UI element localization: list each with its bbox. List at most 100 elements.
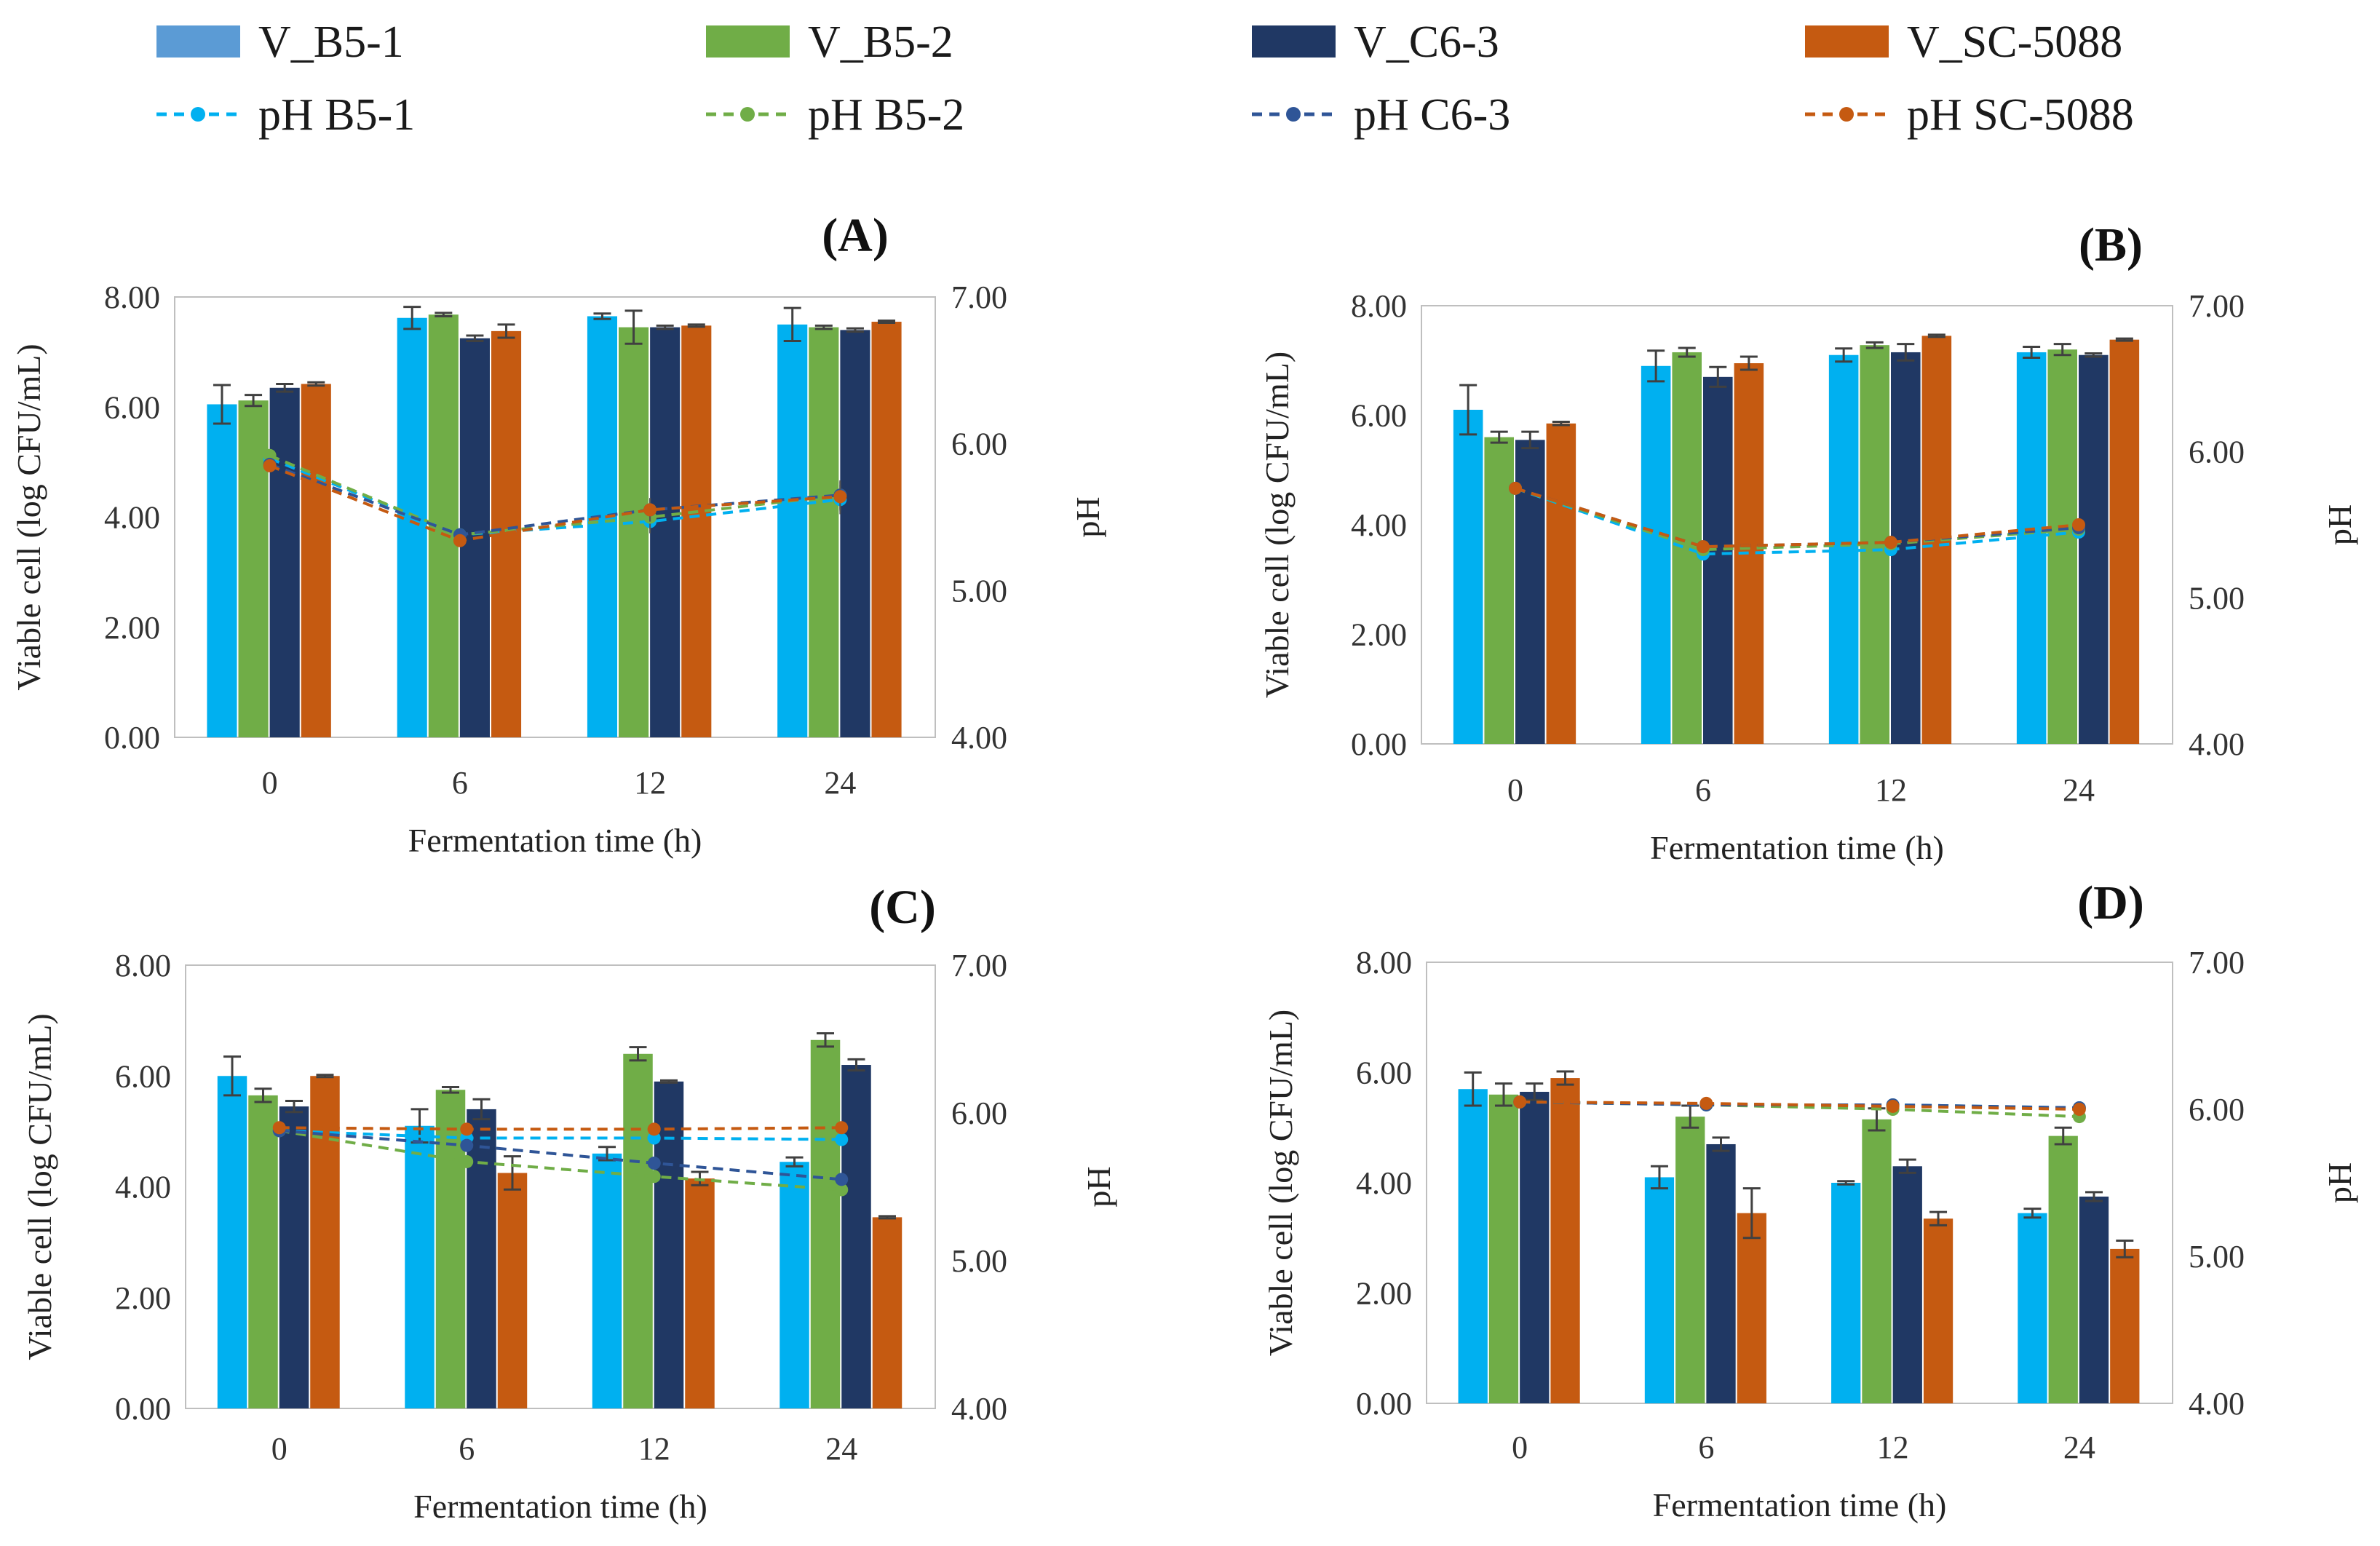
- ph-line: [269, 453, 841, 536]
- bar: [777, 324, 808, 737]
- legend-item-bar: V_SC-5088: [1805, 17, 2122, 67]
- bar: [623, 1053, 653, 1408]
- legend-item-line: pH B5-1: [156, 90, 415, 140]
- x-tick-label: 24: [824, 765, 856, 801]
- ph-point: [2072, 1103, 2086, 1116]
- ph-line: [279, 1129, 842, 1181]
- legend-label: V_C6-3: [1354, 17, 1499, 67]
- legend-label: pH C6-3: [1354, 90, 1510, 140]
- ph-point: [647, 1170, 661, 1184]
- y-tick-label: 6.00: [104, 389, 160, 425]
- y2-tick-label: 7.00: [951, 948, 1007, 983]
- y2-tick-label: 5.00: [2189, 580, 2245, 616]
- x-axis-title: Fermentation time (h): [413, 1488, 707, 1525]
- y-tick-label: 4.00: [1356, 1165, 1412, 1201]
- bar: [1831, 1183, 1861, 1403]
- y2-tick-label: 4.00: [951, 720, 1007, 756]
- panels: 0.00 2.00 4.00 6.00 8.00 4.00 5.00 6.00 7.00 0 6 12…: [10, 209, 2358, 1525]
- bar: [207, 404, 237, 737]
- bar: [810, 1039, 841, 1408]
- y-tick-label: 6.00: [115, 1058, 171, 1094]
- bar: [780, 1162, 809, 1408]
- legend-item-line: pH C6-3: [1252, 90, 1510, 140]
- ph-line: [1520, 1100, 2079, 1111]
- ph-point: [1884, 536, 1897, 550]
- bar: [2079, 354, 2109, 745]
- bar: [685, 1178, 715, 1408]
- bar: [872, 1217, 903, 1408]
- y-axis-title: Viable cell (log CFU/mL): [1262, 1010, 1299, 1356]
- ph-point: [1886, 1099, 1900, 1113]
- y-tick-label: 2.00: [1356, 1276, 1412, 1312]
- legend-label: V_SC-5088: [1907, 17, 2122, 67]
- ph-point: [263, 459, 277, 472]
- legend-item-bar: V_B5-2: [706, 17, 953, 67]
- bar: [1484, 437, 1514, 744]
- bar: [2047, 349, 2077, 744]
- y-tick-label: 6.00: [1351, 398, 1407, 434]
- legend-label: pH B5-1: [258, 90, 415, 140]
- y-axis-title: Viable cell (log CFU/mL): [21, 1013, 58, 1360]
- bar: [397, 317, 427, 737]
- bar: [279, 1106, 309, 1408]
- legend-marker: [740, 107, 755, 122]
- ph-point: [647, 1157, 661, 1170]
- y2-tick-label: 4.00: [2189, 726, 2245, 762]
- panel-label: (C): [869, 881, 936, 934]
- bar: [1675, 1117, 1705, 1403]
- bar: [619, 327, 649, 737]
- y-tick-label: 0.00: [104, 720, 160, 756]
- ph-point: [835, 1173, 849, 1186]
- y2-tick-label: 5.00: [951, 573, 1007, 609]
- legend-item-line: pH B5-2: [706, 90, 964, 140]
- y-tick-label: 8.00: [1351, 288, 1407, 324]
- y-tick-label: 8.00: [1356, 945, 1412, 980]
- x-tick-label: 6: [1695, 772, 1711, 808]
- plot-frame: [1421, 305, 2173, 745]
- bar: [248, 1095, 278, 1408]
- x-tick-label: 0: [262, 765, 278, 801]
- y-tick-label: 2.00: [104, 610, 160, 646]
- bar: [1520, 1092, 1550, 1403]
- x-tick-label: 12: [634, 765, 666, 801]
- legend-label: pH SC-5088: [1907, 90, 2134, 140]
- ph-line: [279, 1129, 842, 1141]
- bar: [2048, 1135, 2078, 1403]
- ph-point: [835, 1121, 849, 1135]
- y-tick-label: 4.00: [115, 1170, 171, 1205]
- bar: [2109, 339, 2140, 744]
- legend-label: V_B5-2: [808, 17, 953, 67]
- ph-line: [1515, 486, 2079, 549]
- bar: [238, 400, 269, 737]
- panel-label: (D): [2077, 876, 2144, 929]
- y2-tick-label: 4.00: [951, 1391, 1007, 1427]
- ph-point: [835, 1183, 849, 1197]
- ph-point: [1513, 1095, 1527, 1109]
- ph-point: [2072, 518, 2085, 531]
- bar: [1737, 1213, 1766, 1403]
- bar: [1546, 423, 1576, 744]
- y-axis-title: Viable cell (log CFU/mL): [1258, 352, 1296, 698]
- y-tick-label: 8.00: [104, 280, 160, 315]
- bar: [467, 1109, 496, 1408]
- y-tick-label: 4.00: [1351, 507, 1407, 543]
- y-axis-title: Viable cell (log CFU/mL): [10, 344, 47, 690]
- bar: [2016, 352, 2047, 744]
- legend-item-line: pH SC-5088: [1805, 90, 2134, 140]
- bar: [217, 1076, 247, 1408]
- ph-line: [1515, 486, 2079, 552]
- bar: [310, 1076, 340, 1408]
- x-axis-title: Fermentation time (h): [408, 822, 702, 859]
- x-tick-label: 0: [1507, 772, 1523, 808]
- y2-tick-label: 5.00: [951, 1243, 1007, 1279]
- y-tick-label: 6.00: [1356, 1055, 1412, 1091]
- x-tick-label: 6: [452, 765, 468, 801]
- chart-panel: 0.00 2.00 4.00 6.00 8.00 4.00 5.00 6.00 7.00 0 6 12…: [1262, 876, 2358, 1523]
- bar: [650, 327, 681, 737]
- x-tick-label: 24: [2063, 772, 2095, 808]
- bar: [1550, 1078, 1580, 1403]
- bar: [405, 1125, 435, 1408]
- legend-item-bar: V_C6-3: [1252, 17, 1499, 67]
- y2-axis-title: pH: [1080, 1166, 1117, 1207]
